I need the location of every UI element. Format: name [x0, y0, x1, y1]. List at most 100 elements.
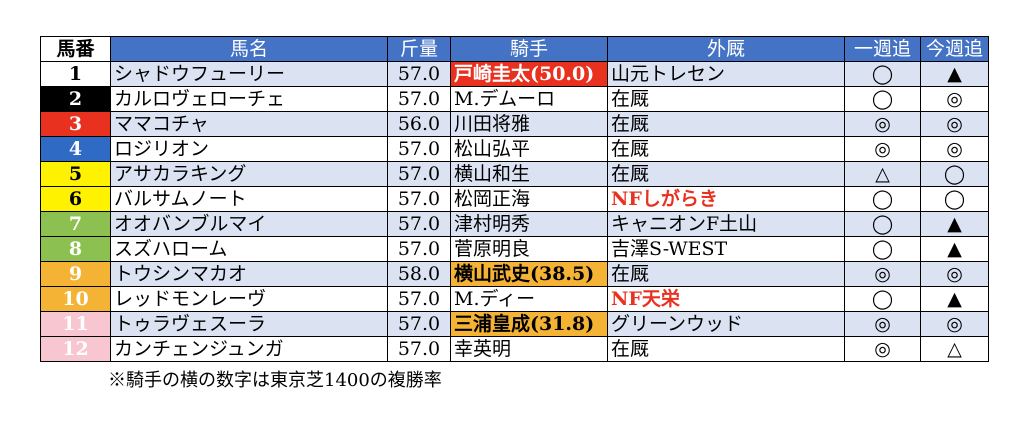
cell-horse-name: バルサムノート: [110, 186, 388, 212]
cell-jockey: M.ディー: [450, 286, 608, 312]
table-row: 12 カンチェンジュンガ 57.0 幸英明 在厩 ◎ △: [40, 336, 989, 362]
cell-weight: 56.0: [387, 111, 451, 137]
cell-jockey: 横山和生: [450, 161, 608, 187]
cell-last-week-mark: ◯: [844, 286, 921, 312]
header-this-week: 今週追: [920, 36, 989, 62]
cell-jockey: 川田将雅: [450, 111, 608, 137]
table-row: 1 シャドウフューリー 57.0 戸崎圭太(50.0) 山元トレセン ◯ ▲: [40, 61, 989, 87]
cell-stable: 吉澤S-WEST: [607, 236, 845, 262]
cell-number: 10: [40, 286, 111, 312]
cell-last-week-mark: ◯: [844, 186, 921, 212]
cell-last-week-mark: ◎: [844, 261, 921, 287]
cell-jockey: 三浦皇成(31.8): [450, 311, 608, 337]
cell-horse-name: スズハローム: [110, 236, 388, 262]
cell-weight: 57.0: [387, 61, 451, 87]
cell-horse-name: トゥラヴェスーラ: [110, 311, 388, 337]
cell-jockey: M.デムーロ: [450, 86, 608, 112]
cell-horse-name: アサカラキング: [110, 161, 388, 187]
cell-weight: 57.0: [387, 236, 451, 262]
cell-weight: 57.0: [387, 336, 451, 362]
cell-number: 7: [40, 211, 111, 237]
cell-stable: NF天栄: [607, 286, 845, 312]
cell-jockey: 松山弘平: [450, 136, 608, 162]
table-row: 11 トゥラヴェスーラ 57.0 三浦皇成(31.8) グリーンウッド ◎ ◎: [40, 311, 989, 337]
table-row: 3 ママコチャ 56.0 川田将雅 在厩 ◎ ◎: [40, 111, 989, 137]
cell-weight: 58.0: [387, 261, 451, 287]
cell-this-week-mark: ◯: [920, 161, 989, 187]
cell-horse-name: ロジリオン: [110, 136, 388, 162]
entries-table: 馬番 馬名 斤量 騎手 外厩 一週追 今週追 1 シャドウフューリー 57.0 戸崎圭…: [40, 36, 989, 362]
table-row: 9 トウシンマカオ 58.0 横山武史(38.5) 在厩 ◎ ◎: [40, 261, 989, 287]
cell-last-week-mark: ◎: [844, 311, 921, 337]
cell-number: 3: [40, 111, 111, 137]
header-stable: 外厩: [607, 36, 845, 62]
cell-this-week-mark: ▲: [920, 236, 989, 262]
footnote: ※騎手の横の数字は東京芝1400の複勝率: [108, 370, 442, 391]
cell-last-week-mark: ◯: [844, 61, 921, 87]
cell-stable: キャニオンF土山: [607, 211, 845, 237]
cell-stable: NFしがらき: [607, 186, 845, 212]
cell-number: 2: [40, 86, 111, 112]
header-number: 馬番: [40, 36, 111, 62]
cell-last-week-mark: ◯: [844, 86, 921, 112]
table-row: 8 スズハローム 57.0 菅原明良 吉澤S-WEST ◯ ▲: [40, 236, 989, 262]
cell-jockey: 松岡正海: [450, 186, 608, 212]
cell-number: 9: [40, 261, 111, 287]
header-weight: 斤量: [387, 36, 451, 62]
table-row: 2 カルロヴェローチェ 57.0 M.デムーロ 在厩 ◯ ◎: [40, 86, 989, 112]
cell-stable: 在厩: [607, 136, 845, 162]
cell-weight: 57.0: [387, 286, 451, 312]
cell-this-week-mark: ◎: [920, 261, 989, 287]
cell-this-week-mark: ◎: [920, 136, 989, 162]
cell-last-week-mark: ◎: [844, 336, 921, 362]
header-last-week: 一週追: [844, 36, 921, 62]
table-row: 5 アサカラキング 57.0 横山和生 在厩 △ ◯: [40, 161, 989, 187]
table-row: 4 ロジリオン 57.0 松山弘平 在厩 ◎ ◎: [40, 136, 989, 162]
cell-weight: 57.0: [387, 211, 451, 237]
cell-jockey: 戸崎圭太(50.0): [450, 61, 608, 87]
cell-last-week-mark: ◯: [844, 236, 921, 262]
header-row: 馬番 馬名 斤量 騎手 外厩 一週追 今週追: [40, 36, 989, 62]
cell-this-week-mark: ▲: [920, 286, 989, 312]
cell-jockey: 横山武史(38.5): [450, 261, 608, 287]
table-row: 6 バルサムノート 57.0 松岡正海 NFしがらき ◯ ◯: [40, 186, 989, 212]
cell-number: 1: [40, 61, 111, 87]
cell-number: 6: [40, 186, 111, 212]
cell-horse-name: トウシンマカオ: [110, 261, 388, 287]
table-body: 1 シャドウフューリー 57.0 戸崎圭太(50.0) 山元トレセン ◯ ▲ 2 カルロヴェロー…: [40, 61, 989, 362]
cell-weight: 57.0: [387, 86, 451, 112]
cell-this-week-mark: ▲: [920, 211, 989, 237]
cell-stable: 在厩: [607, 86, 845, 112]
cell-number: 11: [40, 311, 111, 337]
cell-stable: 在厩: [607, 261, 845, 287]
cell-stable: グリーンウッド: [607, 311, 845, 337]
cell-jockey: 菅原明良: [450, 236, 608, 262]
cell-this-week-mark: ▲: [920, 61, 989, 87]
cell-stable: 在厩: [607, 336, 845, 362]
cell-weight: 57.0: [387, 186, 451, 212]
cell-horse-name: カンチェンジュンガ: [110, 336, 388, 362]
cell-this-week-mark: ◎: [920, 111, 989, 137]
cell-horse-name: シャドウフューリー: [110, 61, 388, 87]
cell-number: 8: [40, 236, 111, 262]
cell-this-week-mark: ◯: [920, 186, 989, 212]
cell-jockey: 津村明秀: [450, 211, 608, 237]
cell-weight: 57.0: [387, 161, 451, 187]
cell-number: 4: [40, 136, 111, 162]
cell-this-week-mark: ◎: [920, 86, 989, 112]
header-jockey: 騎手: [450, 36, 608, 62]
table-row: 7 オオバンブルマイ 57.0 津村明秀 キャニオンF土山 ◯ ▲: [40, 211, 989, 237]
cell-stable: 在厩: [607, 111, 845, 137]
cell-this-week-mark: ◎: [920, 311, 989, 337]
table-row: 10 レッドモンレーヴ 57.0 M.ディー NF天栄 ◯ ▲: [40, 286, 989, 312]
cell-stable: 山元トレセン: [607, 61, 845, 87]
cell-last-week-mark: ◯: [844, 211, 921, 237]
cell-horse-name: レッドモンレーヴ: [110, 286, 388, 312]
cell-last-week-mark: △: [844, 161, 921, 187]
cell-stable: 在厩: [607, 161, 845, 187]
cell-horse-name: オオバンブルマイ: [110, 211, 388, 237]
cell-last-week-mark: ◎: [844, 136, 921, 162]
cell-number: 5: [40, 161, 111, 187]
cell-jockey: 幸英明: [450, 336, 608, 362]
cell-horse-name: カルロヴェローチェ: [110, 86, 388, 112]
